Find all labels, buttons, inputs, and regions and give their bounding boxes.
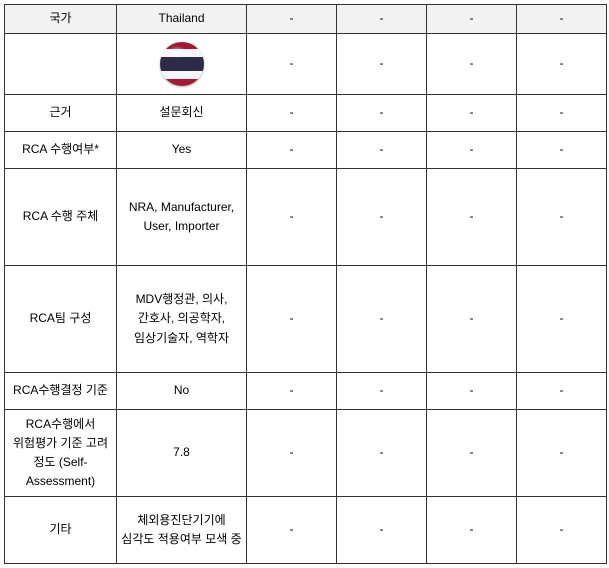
row-cell: -: [427, 497, 517, 564]
row-cell: -: [337, 410, 427, 497]
row-label: RCA 수행 주체: [5, 169, 117, 266]
table-row: 기타 체외용진단기기에 심각도 적용여부 모색 중 - - - -: [5, 497, 607, 564]
table-row: 근거 설문회신 - - - -: [5, 95, 607, 132]
row-cell: -: [247, 497, 337, 564]
table-row: RCA팀 구성 MDV행정관, 의사, 간호사, 의공학자, 임상기술자, 역학…: [5, 266, 607, 373]
header-col-5: -: [427, 5, 517, 34]
row-cell: -: [247, 132, 337, 169]
flag-row-label: [5, 34, 117, 95]
row-cell: -: [337, 373, 427, 410]
row-value: No: [117, 373, 247, 410]
row-cell: -: [247, 169, 337, 266]
flag-row-c3: -: [247, 34, 337, 95]
table-row: RCA수행결정 기준 No - - - -: [5, 373, 607, 410]
row-cell: -: [427, 169, 517, 266]
header-row: 국가 Thailand - - - -: [5, 5, 607, 34]
row-cell: -: [427, 373, 517, 410]
row-cell: -: [337, 266, 427, 373]
flag-row-c4: -: [337, 34, 427, 95]
row-value: Yes: [117, 132, 247, 169]
row-cell: -: [247, 266, 337, 373]
row-cell: -: [427, 410, 517, 497]
row-label: RCA 수행여부*: [5, 132, 117, 169]
row-value: MDV행정관, 의사, 간호사, 의공학자, 임상기술자, 역학자: [117, 266, 247, 373]
row-cell: -: [517, 410, 607, 497]
row-label: RCA수행결정 기준: [5, 373, 117, 410]
row-value: 설문회신: [117, 95, 247, 132]
row-cell: -: [427, 95, 517, 132]
table-row: RCA 수행 주체 NRA, Manufacturer, User, Impor…: [5, 169, 607, 266]
row-value: 7.8: [117, 410, 247, 497]
row-cell: -: [517, 497, 607, 564]
row-cell: -: [337, 95, 427, 132]
row-label: 근거: [5, 95, 117, 132]
row-cell: -: [427, 266, 517, 373]
row-cell: -: [517, 266, 607, 373]
row-cell: -: [337, 169, 427, 266]
flag-row-c6: -: [517, 34, 607, 95]
row-cell: -: [517, 95, 607, 132]
row-cell: -: [337, 497, 427, 564]
row-cell: -: [517, 373, 607, 410]
header-col-4: -: [337, 5, 427, 34]
row-cell: -: [247, 95, 337, 132]
header-country-value: Thailand: [117, 5, 247, 34]
header-country-label: 국가: [5, 5, 117, 34]
row-cell: -: [427, 132, 517, 169]
row-label: RCA팀 구성: [5, 266, 117, 373]
row-value: NRA, Manufacturer, User, Importer: [117, 169, 247, 266]
flag-cell: [117, 34, 247, 95]
flag-row: - - - -: [5, 34, 607, 95]
table-row: RCA 수행여부* Yes - - - -: [5, 132, 607, 169]
row-cell: -: [247, 410, 337, 497]
row-cell: -: [517, 169, 607, 266]
data-table: 국가 Thailand - - - - -: [4, 4, 607, 564]
table-row: RCA수행에서 위험평가 기준 고려 정도 (Self-Assessment) …: [5, 410, 607, 497]
row-cell: -: [337, 132, 427, 169]
row-label: RCA수행에서 위험평가 기준 고려 정도 (Self-Assessment): [5, 410, 117, 497]
row-cell: -: [247, 373, 337, 410]
flag-row-c5: -: [427, 34, 517, 95]
header-col-6: -: [517, 5, 607, 34]
header-col-3: -: [247, 5, 337, 34]
row-value: 체외용진단기기에 심각도 적용여부 모색 중: [117, 497, 247, 564]
row-label: 기타: [5, 497, 117, 564]
row-cell: -: [517, 132, 607, 169]
thailand-flag-icon: [160, 42, 204, 86]
